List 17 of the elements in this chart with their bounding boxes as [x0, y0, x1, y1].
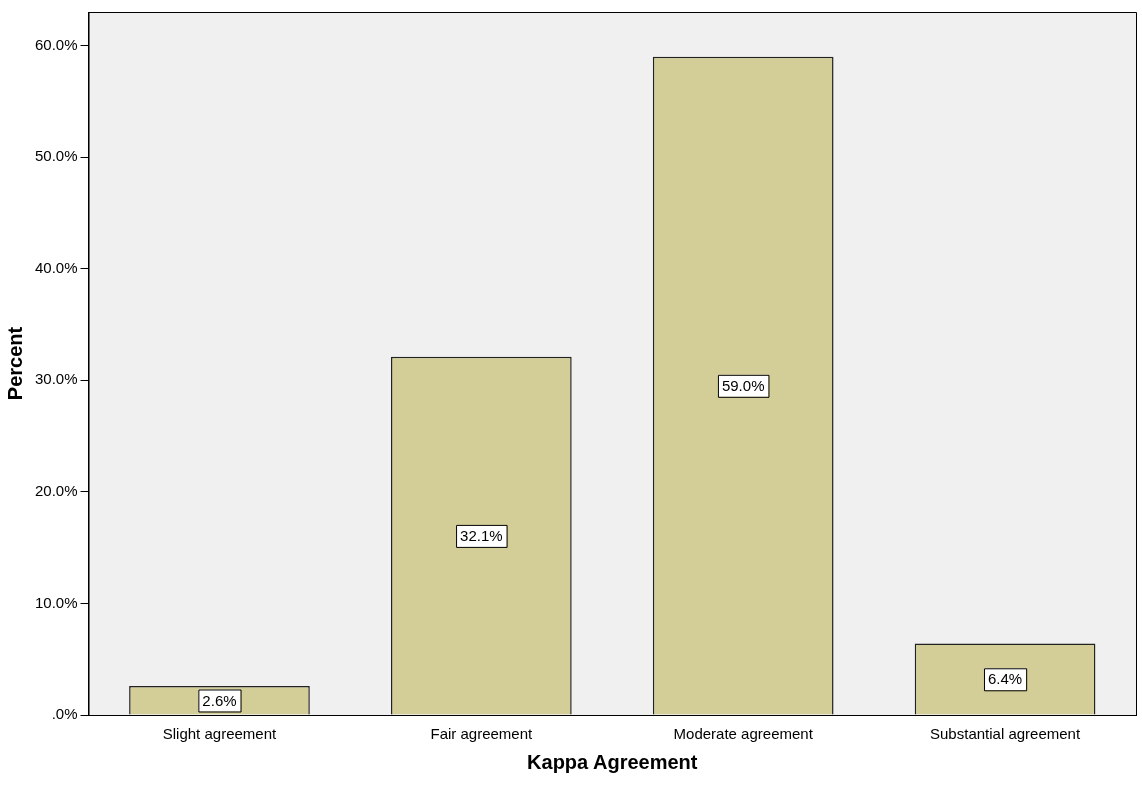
data-label: 32.1%	[460, 527, 503, 545]
x-tick-label: Slight agreement	[162, 725, 277, 743]
x-tick-label: Substantial agreement	[930, 725, 1081, 743]
y-tick-label: 40.0%	[34, 258, 78, 276]
y-tick-label: .0%	[51, 705, 78, 723]
x-tick-label: Fair agreement	[430, 725, 534, 743]
data-label: 59.0%	[721, 376, 765, 394]
y-tick-label: 10.0%	[34, 593, 78, 611]
x-axis-title: Kappa Agreement	[527, 750, 698, 773]
data-label: 2.6%	[202, 691, 237, 709]
y-tick-label: 20.0%	[34, 481, 78, 499]
y-tick-label: 60.0%	[34, 35, 78, 53]
data-label: 6.4%	[987, 670, 1023, 688]
y-tick-label: 50.0%	[34, 147, 78, 165]
y-tick-label: 30.0%	[34, 370, 78, 388]
y-axis-title: Percent	[3, 326, 26, 401]
x-tick-label: Moderate agreement	[673, 725, 814, 743]
